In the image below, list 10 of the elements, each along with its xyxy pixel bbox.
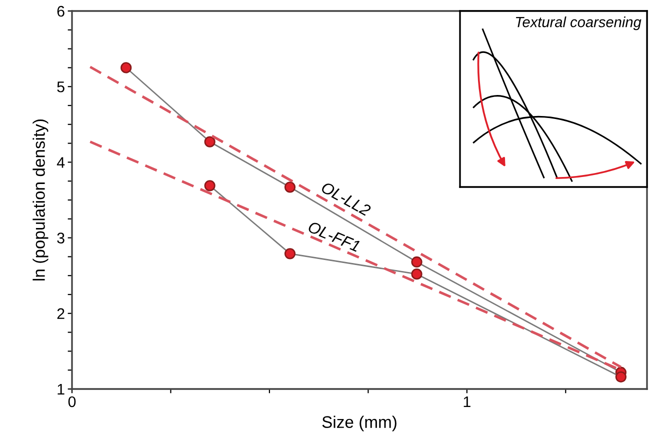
y-tick-label: 5 — [57, 82, 64, 92]
annotation: Textural coarsening — [516, 16, 642, 30]
y-axis-title: ln (population density) — [32, 120, 48, 280]
y-tick-label: 1 — [58, 384, 64, 395]
y-tick-label: 4 — [56, 157, 65, 168]
x-tick-label: 0 — [68, 396, 76, 408]
x-axis-title: Size (mm) — [322, 416, 396, 432]
y-tick-label: 6 — [57, 6, 64, 17]
y-tick-label: 2 — [57, 308, 64, 319]
y-tick-label: 3 — [57, 232, 64, 244]
